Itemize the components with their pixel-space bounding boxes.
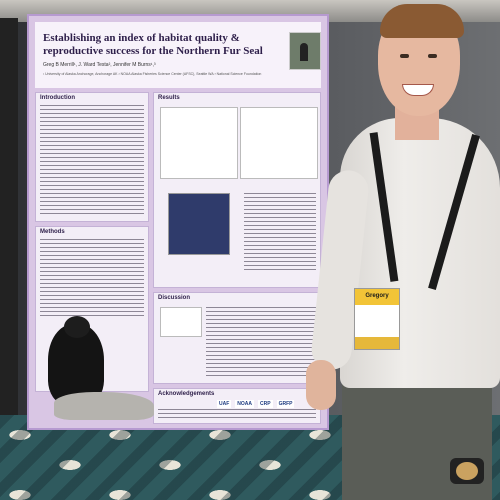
discussion-heading: Discussion bbox=[158, 295, 191, 301]
introduction-heading: Introduction bbox=[40, 95, 75, 101]
hair bbox=[380, 4, 464, 38]
seal-head bbox=[64, 316, 90, 338]
fur-seal-photo bbox=[44, 316, 118, 406]
badge-header bbox=[355, 289, 399, 305]
research-poster: Establishing an index of habitat quality… bbox=[27, 14, 329, 430]
right-eye bbox=[428, 54, 437, 58]
watch-face bbox=[456, 462, 478, 480]
results-text bbox=[244, 193, 316, 273]
rock bbox=[54, 392, 154, 420]
results-panel: Results bbox=[153, 92, 321, 288]
results-chart-right bbox=[240, 107, 318, 179]
results-chart-left bbox=[160, 107, 238, 179]
logo-noaa: NOAA bbox=[235, 400, 255, 408]
results-map bbox=[168, 193, 230, 255]
results-heading: Results bbox=[158, 95, 180, 101]
badge-footer bbox=[355, 337, 399, 349]
poster-header: Establishing an index of habitat quality… bbox=[35, 22, 321, 88]
acknowledgements-heading: Acknowledgements bbox=[158, 391, 215, 397]
wristwatch bbox=[450, 458, 484, 484]
poster-authors: Greg B Merrill¹, J. Ward Testa², Jennife… bbox=[43, 62, 156, 68]
logo-grfp: GRFP bbox=[276, 400, 295, 408]
logo-crp: CRP bbox=[258, 400, 273, 408]
name-badge: Gregory bbox=[354, 288, 400, 350]
discussion-text bbox=[206, 307, 316, 377]
acknowledgements-text bbox=[158, 409, 316, 421]
discussion-figure bbox=[160, 307, 202, 337]
header-photo bbox=[289, 32, 321, 70]
poster-title: Establishing an index of habitat quality… bbox=[43, 32, 263, 57]
introduction-panel: Introduction bbox=[35, 92, 149, 222]
poster-board-edge bbox=[0, 18, 18, 428]
discussion-panel: Discussion bbox=[153, 292, 321, 384]
hand bbox=[306, 360, 336, 410]
poster-affiliations: ¹ University of Alaska Anchorage, Anchor… bbox=[43, 72, 262, 76]
introduction-text bbox=[40, 105, 144, 217]
sponsor-logos: UAF NOAA CRP GRFP bbox=[217, 400, 295, 408]
presenter: Gregory bbox=[300, 0, 500, 500]
logo-uaf: UAF bbox=[217, 400, 232, 408]
badge-name: Gregory bbox=[365, 293, 389, 299]
methods-text bbox=[40, 239, 144, 319]
left-eye bbox=[400, 54, 409, 58]
methods-heading: Methods bbox=[40, 229, 65, 235]
